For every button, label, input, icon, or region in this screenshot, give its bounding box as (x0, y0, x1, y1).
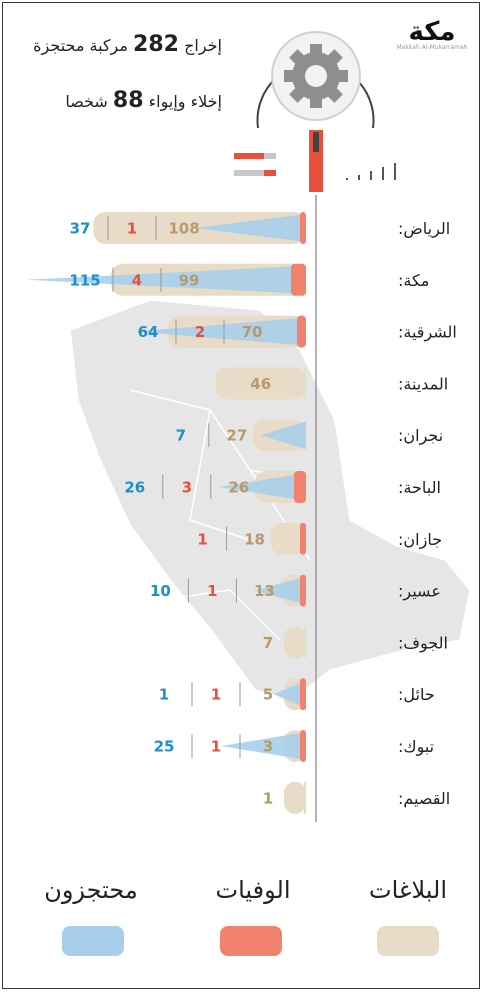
bar-reports (270, 522, 306, 555)
category-label: جازان: (398, 530, 442, 550)
header-line2-pre: إخلاء وإيواء (148, 92, 222, 111)
value-deaths: 1 (127, 220, 137, 238)
icon-stripe-grey (234, 170, 264, 176)
bar-deaths (300, 212, 306, 244)
header-line1-post: مركبة محتجزة (33, 36, 128, 55)
value-reports: 3 (263, 738, 273, 756)
category-label: القصيم: (398, 789, 450, 808)
value-deaths: 1 (197, 530, 207, 548)
value-reports: 18 (244, 530, 265, 548)
value-detained: 10 (150, 582, 171, 600)
legend-swatch-deaths (220, 926, 282, 956)
value-detained: 115 (69, 271, 100, 289)
category-label: عسير: (398, 582, 441, 602)
header-line1: إخراج 282 مركبة محتجزة (33, 32, 222, 57)
legend-label-detained: محتجزون (44, 876, 138, 904)
gear-hub (305, 65, 327, 87)
logo-mark: مكة (408, 17, 456, 47)
value-deaths: 4 (132, 271, 142, 289)
frame-border (2, 2, 480, 989)
cone-detained (135, 317, 306, 346)
gauge-needle (309, 130, 323, 192)
gauge-icon (234, 31, 396, 192)
category-label: حائل: (398, 685, 435, 704)
category-label: نجران: (398, 426, 443, 446)
value-reports: 5 (263, 686, 273, 704)
value-reports: 46 (250, 375, 271, 393)
signal-bar (358, 175, 360, 180)
bar-edge (304, 626, 306, 659)
bar-reports (284, 781, 306, 814)
category-label: الشرقية: (398, 323, 457, 343)
value-deaths: 2 (195, 323, 205, 341)
category-label: المدينة: (398, 374, 448, 393)
header-line1-num: 282 (133, 32, 179, 57)
value-detained: 7 (176, 427, 186, 445)
cone-detained (26, 265, 306, 294)
category-label: تبوك: (398, 737, 434, 757)
value-detained: 37 (70, 220, 91, 238)
value-deaths: 1 (211, 738, 221, 756)
category-label: مكة: (398, 271, 429, 290)
cone-detained (218, 473, 306, 501)
bar-deaths (300, 678, 306, 711)
icon-stripe-grey (264, 153, 276, 159)
bar-deaths (297, 315, 306, 348)
bar-deaths (300, 522, 306, 555)
bar-deaths (300, 730, 306, 762)
logo: مكة Makkah Al-Mukarramah (396, 17, 468, 51)
value-detained: 26 (124, 479, 145, 497)
gauge-needle-top (313, 132, 319, 152)
bar-reports (215, 367, 306, 400)
signal-bar (382, 167, 384, 180)
cone-detained (221, 732, 306, 760)
bar-deaths (294, 471, 306, 503)
cone-detained (260, 421, 306, 450)
value-deaths: 1 (207, 582, 217, 600)
value-reports: 7 (263, 634, 273, 652)
category-label: الباحة: (398, 478, 441, 497)
bar-deaths (291, 263, 306, 296)
legend-swatch-reports (377, 926, 439, 956)
map-borders (129, 389, 311, 641)
value-reports: 26 (228, 479, 249, 497)
header-line2: إخلاء وإيواء 88 شخصا (65, 88, 222, 113)
value-detained: 25 (154, 738, 175, 756)
bar-edge (304, 781, 306, 814)
chart-marks: الرياض:108137مكة:994115الشرقية:70264المد… (26, 212, 457, 814)
category-label: الجوف: (398, 633, 448, 653)
signal-bar (346, 178, 348, 180)
signal-bar (394, 163, 396, 180)
cone-detained (273, 680, 306, 709)
bar-reports (284, 626, 306, 659)
header-line2-num: 88 (112, 88, 144, 113)
icon-stripe-red (234, 153, 264, 159)
legend-label-deaths: الوفيات (215, 876, 291, 904)
category-label: الرياض: (398, 219, 450, 239)
value-reports: 99 (179, 271, 200, 289)
bar-deaths (300, 574, 306, 607)
cone-detained (194, 214, 306, 242)
value-reports: 1 (263, 789, 273, 807)
signal-bar (370, 171, 372, 180)
legend-label-reports: البلاغات (369, 876, 447, 904)
value-reports: 27 (226, 427, 247, 445)
value-detained: 64 (138, 323, 159, 341)
header-line1-pre: إخراج (184, 36, 222, 55)
value-reports: 108 (168, 220, 199, 238)
value-reports: 13 (254, 582, 275, 600)
cone-detained (254, 576, 306, 605)
header-line2-post: شخصا (65, 92, 108, 111)
legend-swatch-detained (62, 926, 124, 956)
value-reports: 70 (242, 323, 263, 341)
value-deaths: 1 (211, 686, 221, 704)
value-detained: 1 (159, 686, 169, 704)
value-deaths: 3 (182, 479, 192, 497)
logo-subtitle: Makkah Al-Mukarramah (396, 44, 468, 51)
bar-edge (304, 367, 306, 400)
icon-stripe-red (264, 170, 276, 176)
